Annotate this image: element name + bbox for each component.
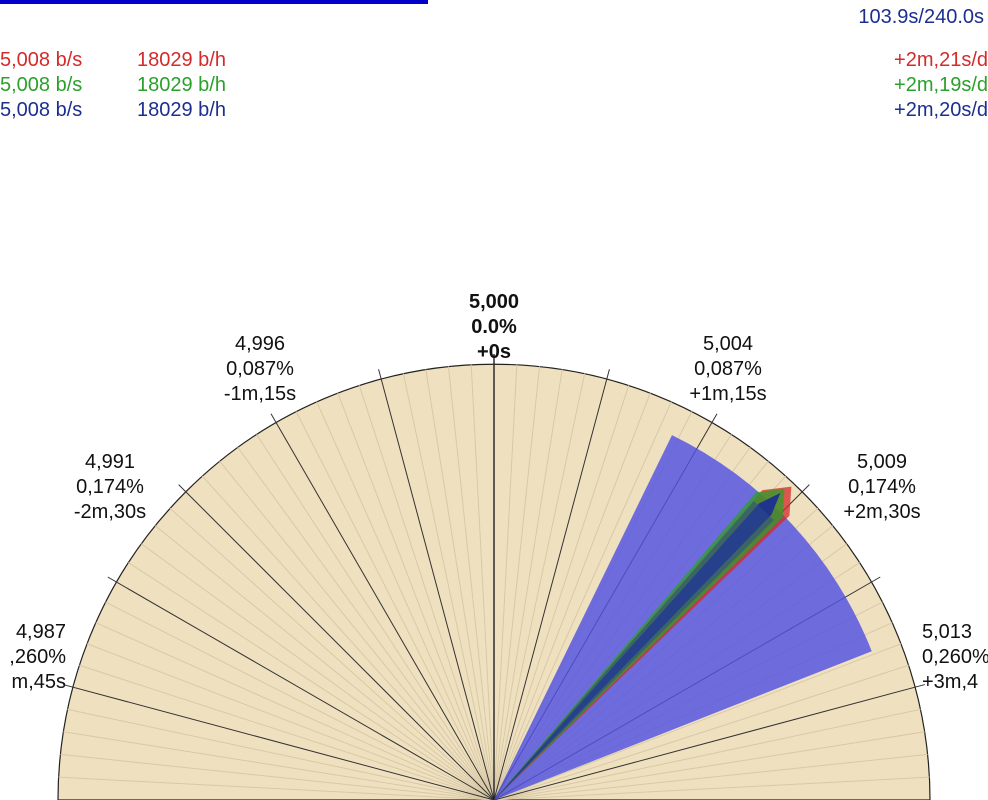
minor-tick (256, 434, 495, 800)
rate-per-hour: 18029 b/h (137, 74, 226, 96)
label-percent: 0,087% (226, 358, 294, 380)
drift-blue: +2m,20s/d (894, 99, 988, 121)
rate-per-second: 5,008 b/s (0, 49, 83, 71)
rate-per-second: 5,008 b/s (0, 74, 83, 96)
drift-stats: +2m,21s/d +2m,19s/d +2m,20s/d (894, 48, 988, 123)
minor-tick (67, 708, 495, 800)
label-time: +1m,15s (689, 383, 767, 405)
dial-label-plus3: 5,013 0,260% +3m,4 (922, 620, 988, 695)
minor-tick (201, 475, 495, 800)
minor-tick (316, 401, 495, 800)
minor-tick (493, 708, 921, 800)
label-value: 5,004 (702, 333, 754, 355)
stat-row-blue: 5,008 b/s 18029 b/h (0, 98, 226, 123)
minor-tick (128, 562, 495, 800)
minor-tick (169, 507, 495, 800)
major-tick (63, 684, 495, 800)
label-time: m,45s (11, 671, 66, 693)
minor-tick (295, 411, 495, 800)
label-time: -1m,15s (223, 383, 297, 405)
minor-tick (493, 369, 563, 800)
minor-tick (493, 366, 541, 800)
label-time: +2m,30s (843, 501, 921, 523)
minor-tick (493, 776, 930, 800)
minor-tick (493, 373, 586, 800)
drift-green: +2m,19s/d (894, 74, 988, 96)
dial-label-minus3: 4,987 ,260% m,45s (0, 620, 66, 695)
dial-label-minus2: 4,991 0,174% -2m,30s (50, 450, 170, 525)
minor-tick (493, 643, 902, 800)
major-tick (270, 413, 495, 800)
progress-bar (0, 0, 428, 4)
dial-label-plus2: 5,009 0,174% +2m,30s (822, 450, 942, 525)
label-percent: 0,087% (694, 358, 762, 380)
rate-stats: 5,008 b/s 18029 b/h 5,008 b/s 18029 b/h … (0, 48, 226, 123)
label-percent: ,260% (9, 646, 66, 668)
label-percent: 0,174% (848, 476, 916, 498)
major-tick (378, 369, 495, 800)
minor-tick (60, 753, 495, 800)
minor-tick (493, 753, 928, 800)
rate-per-second: 5,008 b/s (0, 99, 83, 121)
needle-halo (494, 501, 775, 800)
stat-row-green: 5,008 b/s 18029 b/h (0, 73, 226, 98)
rate-per-hour: 18029 b/h (137, 49, 226, 71)
label-value: 5,013 (922, 621, 973, 643)
label-percent: 0,174% (76, 476, 144, 498)
minor-tick (219, 460, 495, 800)
dial-label-plus1: 5,004 0,087% +1m,15s (668, 332, 788, 407)
dial-label-center: 5,000 0.0% +0s (434, 290, 554, 365)
minor-tick (493, 731, 925, 800)
label-value: 4,996 (234, 333, 286, 355)
minor-tick (105, 601, 495, 800)
minor-tick (86, 643, 495, 800)
major-tick (107, 576, 495, 800)
elapsed-time: 103.9s/240.0s (858, 6, 984, 28)
minor-tick (470, 364, 495, 800)
minor-tick (79, 664, 495, 800)
minor-tick (237, 446, 495, 800)
label-time: +0s (477, 341, 511, 363)
stat-row-red: 5,008 b/s 18029 b/h (0, 48, 226, 73)
minor-tick (95, 622, 495, 800)
reading-needles (494, 486, 792, 800)
minor-tick (493, 664, 909, 800)
label-value: 5,000 (468, 291, 520, 313)
minor-tick (337, 392, 495, 800)
minor-tick (425, 369, 495, 800)
minor-tick (493, 385, 630, 800)
dial-label-minus1: 4,996 0,087% -1m,15s (200, 332, 320, 407)
minor-tick (358, 385, 495, 800)
minor-tick (493, 401, 672, 800)
minor-tick (58, 776, 495, 800)
label-value: 4,987 (15, 621, 66, 643)
minor-tick (493, 364, 518, 800)
drift-red: +2m,21s/d (894, 49, 988, 71)
major-tick (493, 369, 610, 800)
minor-tick (154, 525, 495, 800)
minor-tick (402, 373, 495, 800)
minor-tick (140, 543, 495, 800)
label-value: 5,009 (856, 451, 908, 473)
label-value: 4,991 (84, 451, 136, 473)
label-percent: 0.0% (471, 316, 517, 338)
minor-tick (447, 366, 495, 800)
rate-per-hour: 18029 b/h (137, 99, 226, 121)
minor-tick (493, 392, 651, 800)
label-percent: 0,260% (922, 646, 988, 668)
major-tick (493, 684, 925, 800)
label-time: -2m,30s (73, 501, 147, 523)
major-tick (178, 484, 495, 800)
minor-tick (63, 731, 495, 800)
label-time: +3m,4 (922, 671, 979, 693)
